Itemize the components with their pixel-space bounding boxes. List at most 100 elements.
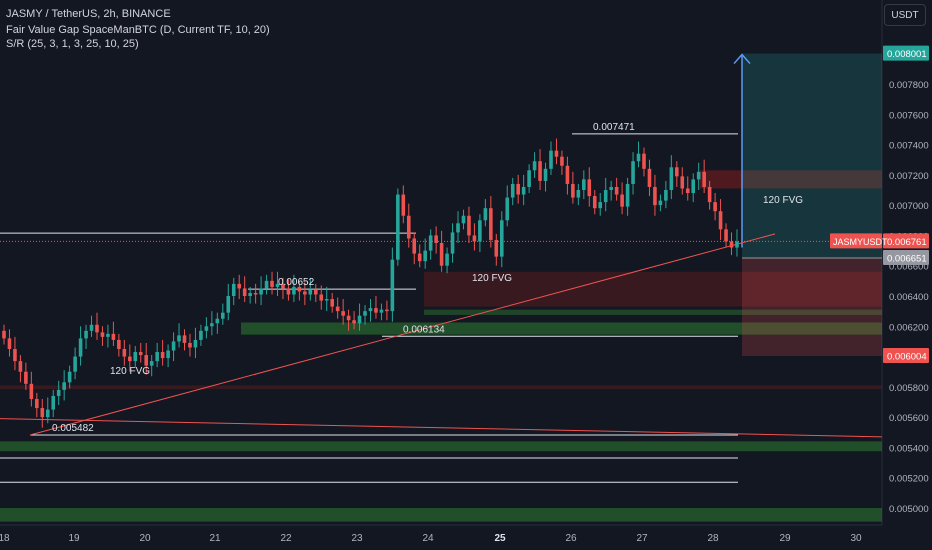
target-price-tag-bg — [883, 45, 929, 61]
trend-line-up — [29, 233, 776, 436]
candle-body — [587, 179, 592, 197]
candle-body — [56, 389, 61, 396]
x-tick-label: 18 — [0, 533, 10, 544]
candle-body — [106, 333, 110, 337]
candle-body — [417, 253, 422, 262]
candle-body — [598, 202, 603, 209]
candle-body — [128, 356, 132, 362]
candle-body — [292, 286, 296, 295]
sr-indicator-label[interactable]: S/R (25, 3, 1, 3, 25, 10, 25) — [6, 38, 139, 50]
candle-body — [434, 235, 438, 243]
x-tick-label: 20 — [139, 533, 151, 544]
candle-body — [675, 167, 679, 177]
target-arrow-head — [733, 53, 751, 65]
candle-body — [406, 215, 411, 239]
candle-body — [625, 183, 630, 207]
candle-body — [144, 355, 149, 366]
candle-body — [313, 289, 318, 295]
candle-body — [335, 306, 340, 312]
candle-body — [489, 208, 493, 240]
candle-body — [40, 408, 45, 418]
candle-body — [560, 156, 564, 166]
candle-body — [237, 283, 242, 289]
fvg-label: 120 FVG — [763, 195, 803, 206]
candle-body — [188, 342, 192, 348]
candle-body — [549, 150, 553, 169]
x-tick-label: 19 — [68, 533, 80, 544]
candle-body — [478, 220, 482, 242]
candle-body — [582, 179, 586, 190]
candle-body — [472, 235, 477, 242]
candle-body — [133, 352, 138, 362]
candle-body — [122, 349, 127, 357]
y-tick-label: 0.005800 — [889, 383, 929, 394]
candle-body — [658, 200, 663, 206]
candle-body — [67, 371, 72, 383]
currency-button[interactable]: USDT — [884, 4, 926, 26]
candle-body — [385, 309, 389, 312]
candle-body — [199, 330, 203, 340]
candle-body — [494, 239, 499, 257]
candle-body — [450, 232, 455, 254]
candle-body — [713, 202, 717, 212]
fvg-indicator-label[interactable]: Fair Value Gap SpaceManBTC (D, Current T… — [6, 24, 270, 36]
candle-body — [368, 308, 373, 312]
candle-body — [171, 341, 176, 351]
candle-body — [242, 288, 247, 296]
candle-body — [571, 183, 575, 198]
x-tick-label: 22 — [280, 533, 292, 544]
stop-price-tag: 0.006004 — [887, 351, 927, 362]
long-stop-zone — [742, 257, 882, 356]
fvg-zone-red — [0, 385, 882, 390]
low-price-label: 0.006134 — [403, 324, 445, 335]
candle-body — [259, 288, 263, 295]
y-tick-label: 0.007400 — [889, 141, 929, 152]
candle-body — [95, 324, 99, 333]
x-tick-label: 28 — [707, 533, 719, 544]
symbol-title: JASMY / TetherUS, 2h, BINANCE — [6, 8, 171, 20]
fvg-zone-green — [0, 441, 882, 452]
x-tick-label: 25 — [494, 533, 506, 544]
y-tick-label: 0.006400 — [889, 292, 929, 303]
candle-body — [303, 291, 307, 295]
candle-body — [45, 409, 50, 418]
candle-body — [680, 176, 685, 189]
candle-body — [231, 283, 236, 296]
candle-body — [521, 186, 526, 195]
candle-body — [614, 186, 619, 195]
candle-body — [483, 208, 488, 221]
candle-body — [286, 288, 291, 295]
candle-body — [117, 339, 121, 349]
last-price-tag-bg — [883, 233, 929, 249]
y-tick-label: 0.005000 — [889, 504, 929, 515]
candle-body — [609, 186, 613, 190]
symbol-badge-bg — [830, 233, 882, 249]
candle-body — [35, 398, 39, 409]
candle-body — [210, 323, 214, 327]
candle-body — [565, 165, 570, 184]
candle-body — [2, 330, 6, 339]
candle-body — [636, 153, 641, 162]
candle-body — [516, 183, 520, 195]
candle-body — [248, 292, 252, 296]
low-price-label: 0.005482 — [52, 423, 94, 434]
candle-body — [647, 168, 652, 187]
candle-body — [193, 339, 198, 348]
y-tick-label: 0.007600 — [889, 110, 929, 121]
x-tick-label: 26 — [565, 533, 577, 544]
entry-price-tag: 0.006651 — [887, 253, 927, 264]
x-tick-label: 21 — [209, 533, 221, 544]
candle-body — [653, 186, 657, 206]
candle-body — [62, 382, 66, 390]
candle-body — [379, 309, 384, 313]
x-tick-label: 29 — [779, 533, 791, 544]
candle-body — [100, 332, 105, 337]
y-tick-label: 0.007000 — [889, 201, 929, 212]
candle-body — [423, 250, 427, 262]
candle-body — [182, 335, 187, 343]
candle-body — [319, 294, 324, 301]
candle-body — [396, 194, 400, 260]
candle-body — [729, 241, 734, 248]
candle-body — [89, 324, 94, 331]
